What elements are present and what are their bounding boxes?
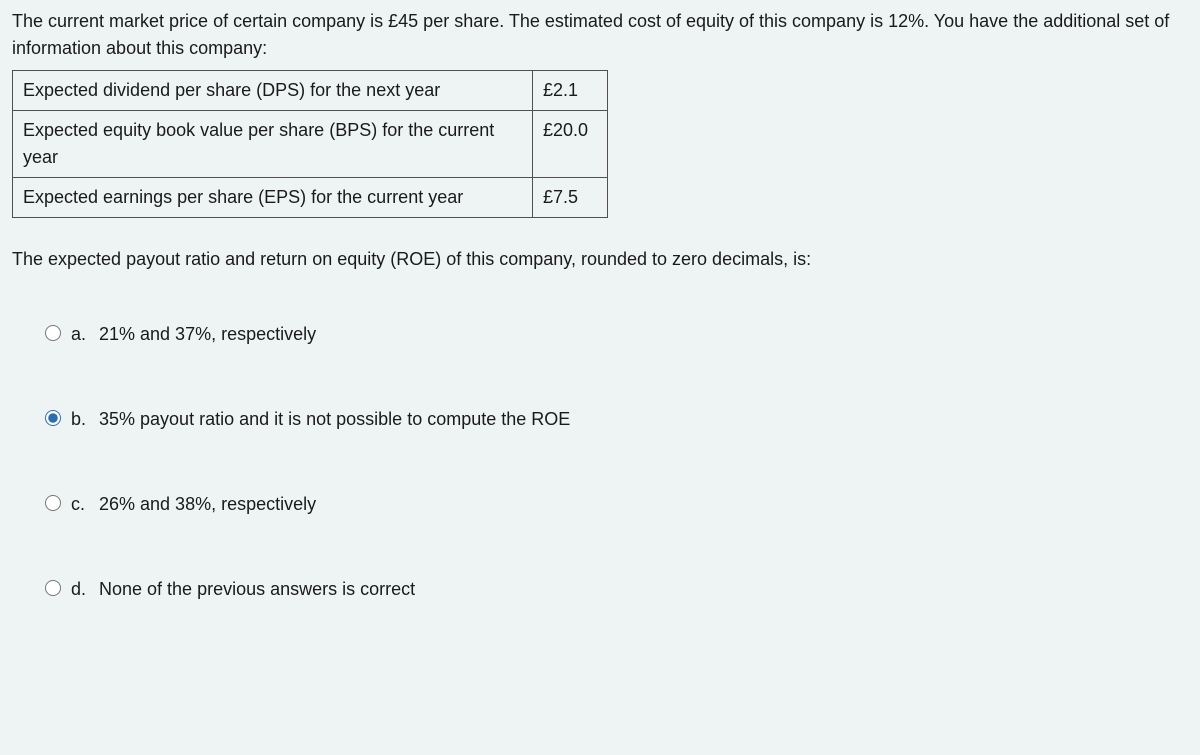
table-cell-value: £7.5 [533, 178, 608, 218]
radio-a[interactable] [45, 325, 61, 341]
radio-b[interactable] [45, 410, 61, 426]
radio-d[interactable] [45, 580, 61, 596]
radio-c[interactable] [45, 495, 61, 511]
answer-options: a. 21% and 37%, respectively b. 35% payo… [12, 321, 1188, 603]
data-table: Expected dividend per share (DPS) for th… [12, 70, 608, 218]
table-row: Expected dividend per share (DPS) for th… [13, 71, 608, 111]
option-letter: c. [71, 491, 95, 518]
option-text: None of the previous answers is correct [99, 576, 415, 603]
question-intro: The current market price of certain comp… [12, 8, 1188, 62]
option-text: 35% payout ratio and it is not possible … [99, 406, 570, 433]
option-text: 21% and 37%, respectively [99, 321, 316, 348]
option-a[interactable]: a. 21% and 37%, respectively [40, 321, 1188, 348]
option-b[interactable]: b. 35% payout ratio and it is not possib… [40, 406, 1188, 433]
option-letter: a. [71, 321, 95, 348]
option-letter: b. [71, 406, 95, 433]
option-d[interactable]: d. None of the previous answers is corre… [40, 576, 1188, 603]
table-row: Expected equity book value per share (BP… [13, 111, 608, 178]
question-prompt: The expected payout ratio and return on … [12, 246, 1188, 273]
table-cell-label: Expected earnings per share (EPS) for th… [13, 178, 533, 218]
table-row: Expected earnings per share (EPS) for th… [13, 178, 608, 218]
option-letter: d. [71, 576, 95, 603]
option-text: 26% and 38%, respectively [99, 491, 316, 518]
table-cell-label: Expected equity book value per share (BP… [13, 111, 533, 178]
table-cell-value: £20.0 [533, 111, 608, 178]
table-cell-value: £2.1 [533, 71, 608, 111]
option-c[interactable]: c. 26% and 38%, respectively [40, 491, 1188, 518]
table-cell-label: Expected dividend per share (DPS) for th… [13, 71, 533, 111]
quiz-question-page: The current market price of certain comp… [0, 0, 1200, 755]
